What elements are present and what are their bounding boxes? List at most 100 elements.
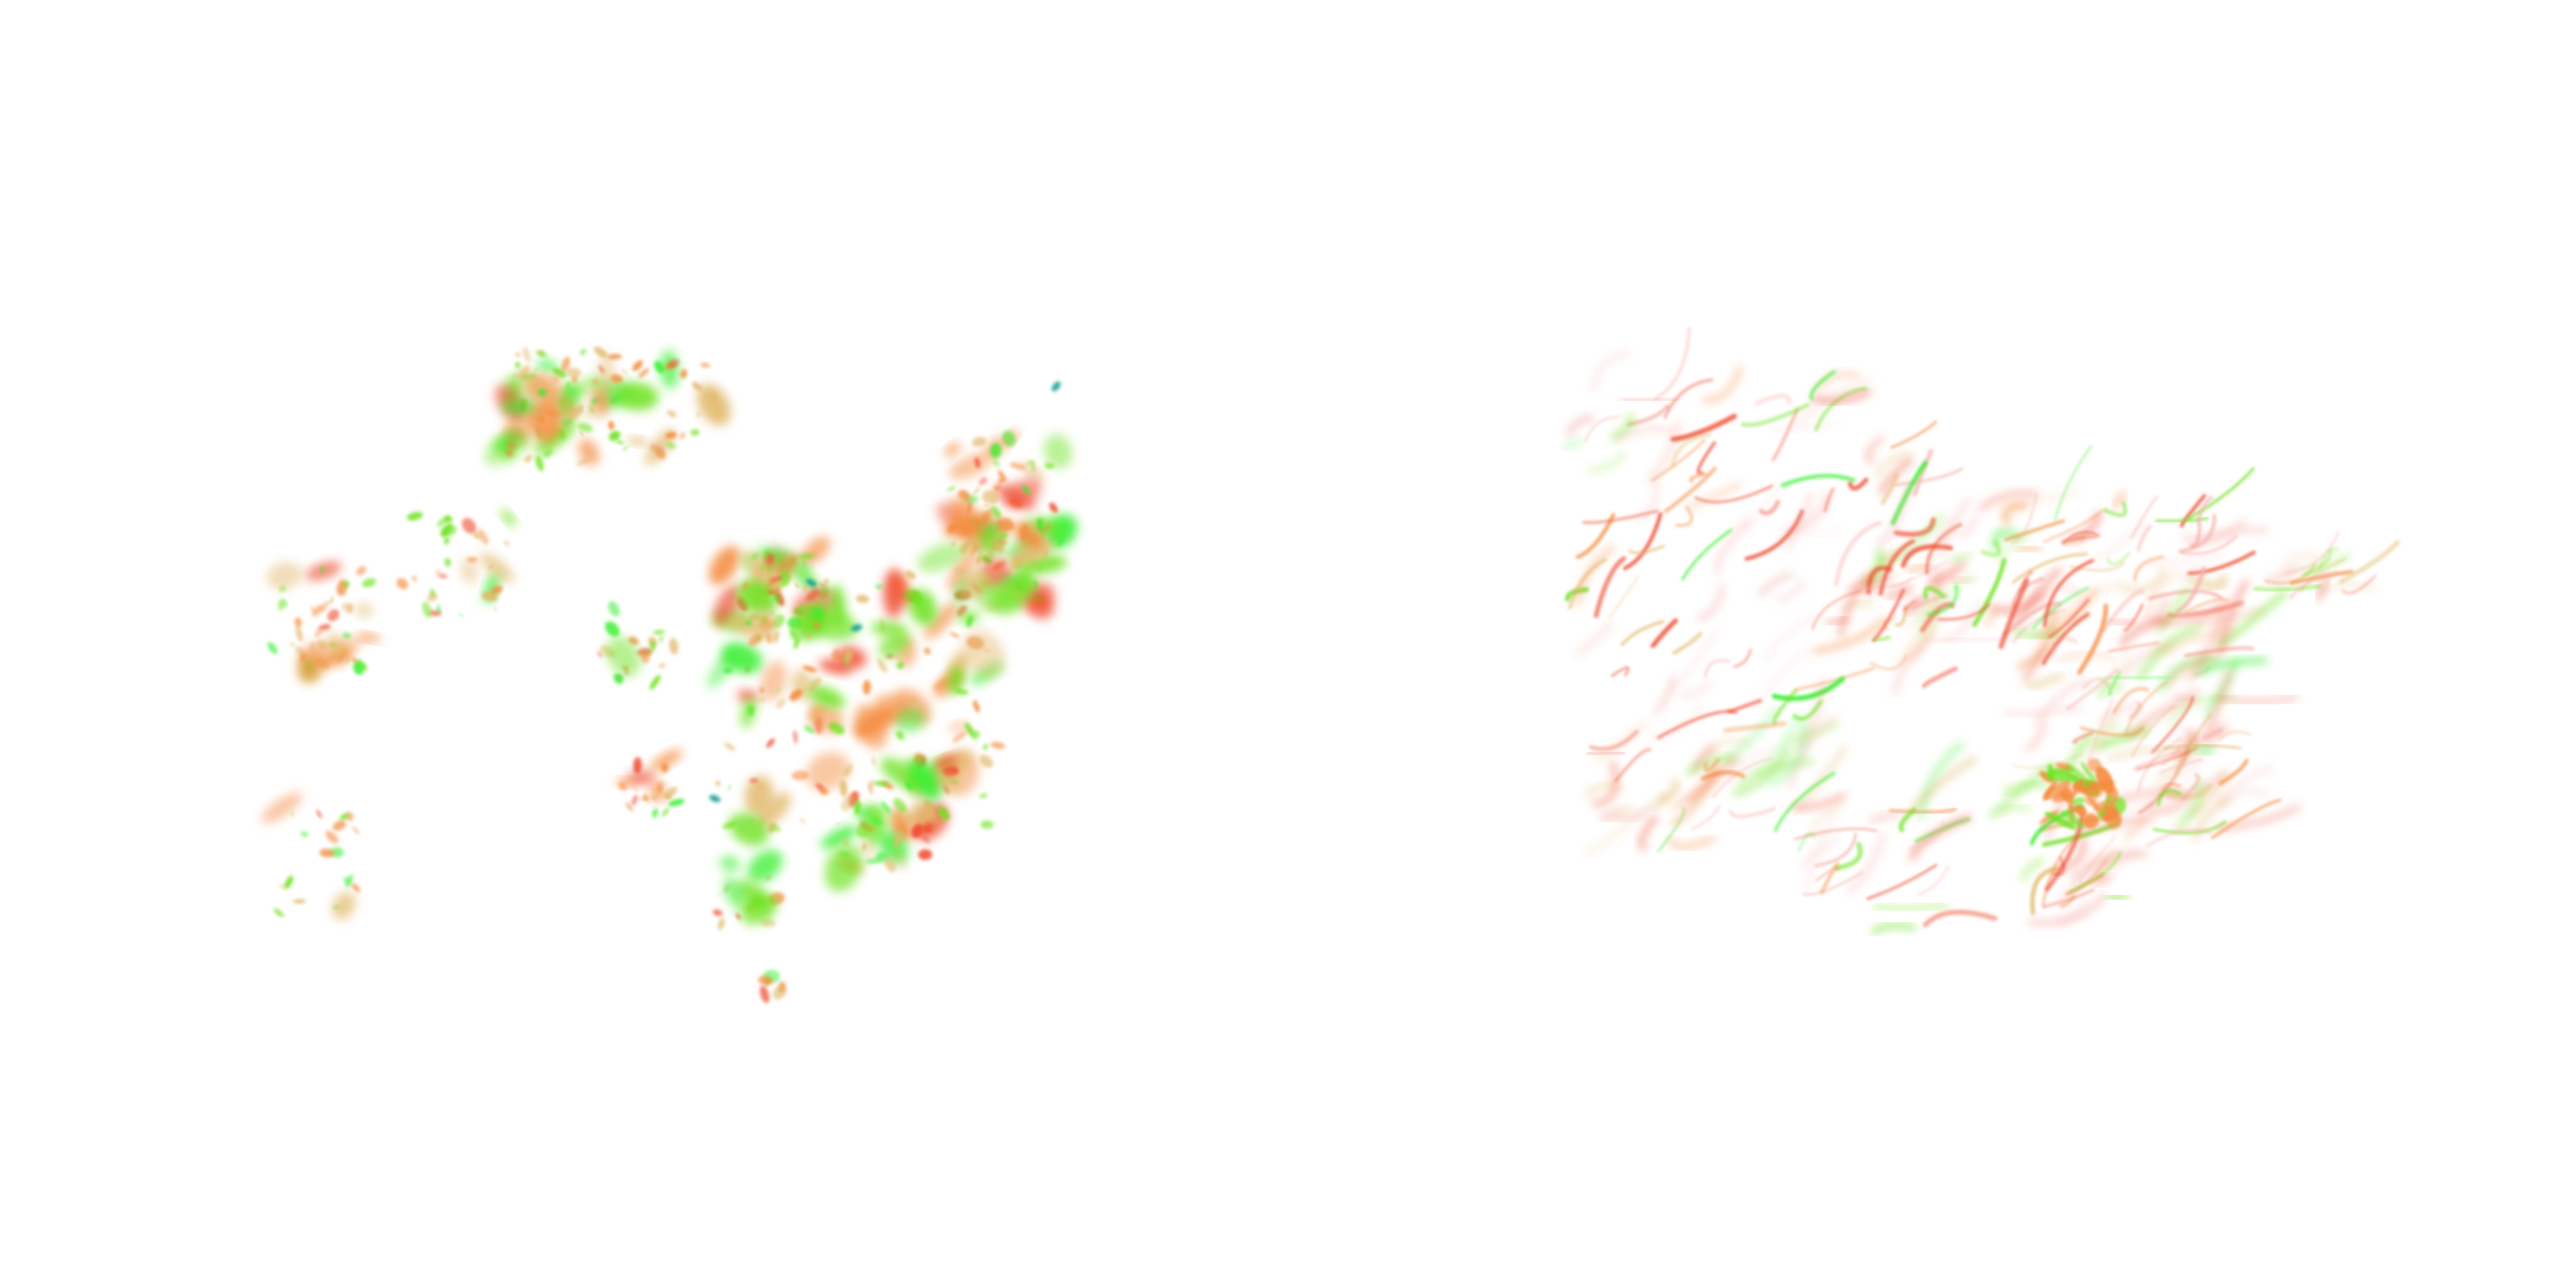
filament	[1758, 573, 1794, 596]
density-blob	[351, 883, 361, 893]
density-blob	[843, 648, 853, 663]
filament	[2181, 721, 2222, 739]
density-blob	[804, 725, 815, 734]
density-blob	[973, 487, 980, 495]
filament	[2184, 598, 2230, 614]
density-blob	[325, 830, 339, 844]
filament	[2041, 838, 2076, 906]
filament	[1979, 491, 2038, 511]
filament	[2043, 559, 2094, 627]
density-blob	[292, 899, 307, 904]
density-blob	[862, 840, 875, 858]
density-blob	[766, 738, 775, 748]
filament	[1703, 659, 1731, 679]
filament	[2218, 580, 2248, 656]
filament	[1744, 509, 1804, 561]
density-blob	[357, 633, 381, 642]
density-blob	[591, 389, 610, 413]
density-blob	[680, 369, 687, 379]
density-blob	[729, 813, 769, 846]
density-blob	[809, 686, 845, 708]
density-blob	[949, 666, 963, 695]
filament	[1820, 862, 1839, 895]
density-blob	[658, 784, 662, 793]
filament	[1915, 573, 1976, 621]
density-blob	[937, 806, 950, 820]
filament	[2299, 558, 2347, 594]
density-blob	[565, 367, 582, 378]
filament	[2137, 626, 2201, 679]
density-blob	[712, 909, 723, 916]
filament	[2342, 574, 2377, 594]
density-blob	[621, 368, 629, 376]
filament	[1614, 748, 1652, 782]
filament	[2184, 646, 2255, 658]
filament	[1772, 688, 1798, 725]
volume-render-left-canvas	[261, 346, 1077, 1003]
filament	[2218, 759, 2249, 786]
density-blob	[806, 632, 811, 639]
filament	[2156, 786, 2174, 796]
density-blob	[713, 585, 741, 626]
filament	[1922, 666, 1958, 688]
filament	[2120, 568, 2166, 591]
density-blob	[580, 349, 586, 355]
density-blob	[299, 652, 307, 663]
filament	[2253, 584, 2322, 592]
density-blob	[947, 486, 956, 491]
density-blob	[278, 598, 286, 611]
density-blob	[740, 697, 757, 728]
density-blob	[893, 812, 913, 822]
filament	[1998, 578, 2030, 649]
density-blob	[762, 549, 772, 559]
filament	[1727, 751, 1780, 784]
filament	[1668, 629, 1718, 694]
density-blob	[735, 913, 741, 920]
density-blob	[745, 620, 752, 625]
filament	[1879, 457, 1913, 495]
density-blob	[590, 405, 594, 413]
filament	[1650, 703, 1703, 740]
density-blob	[316, 810, 323, 819]
filament	[1880, 473, 1899, 506]
density-blob	[1044, 462, 1054, 469]
filament	[1972, 558, 2007, 627]
density-blob	[905, 571, 916, 580]
density-blob	[992, 576, 1037, 610]
density-blob	[923, 601, 959, 639]
filament	[2172, 687, 2199, 699]
density-blob	[332, 905, 340, 909]
filament	[2002, 601, 2062, 638]
filament	[1733, 649, 1752, 668]
density-blob	[625, 802, 633, 812]
density-blob	[958, 569, 989, 600]
filament	[1826, 617, 1850, 625]
filament	[2133, 555, 2164, 582]
density-blob	[813, 621, 820, 630]
filament	[2148, 556, 2224, 567]
density-blob	[652, 630, 665, 634]
density-blob	[974, 457, 980, 468]
density-blob	[661, 808, 669, 817]
density-blob	[494, 606, 497, 612]
density-blob	[697, 384, 731, 426]
filament	[1743, 486, 1780, 533]
filament	[1777, 580, 1804, 603]
filament	[1696, 441, 1716, 475]
filament	[1741, 402, 1810, 428]
density-blob	[893, 798, 907, 813]
filament	[2322, 582, 2376, 593]
density-blob	[611, 374, 623, 384]
filament	[1928, 560, 1965, 584]
filament	[2017, 606, 2055, 669]
filament	[1814, 833, 1857, 867]
density-blob	[437, 516, 450, 527]
density-core	[1052, 381, 1061, 392]
density-blob	[715, 781, 721, 786]
density-blob	[944, 442, 961, 457]
density-blob	[332, 891, 356, 920]
filament	[2180, 494, 2206, 527]
filament	[1592, 761, 1618, 806]
filament	[1635, 480, 1658, 520]
volume-render-left	[261, 346, 1077, 1003]
